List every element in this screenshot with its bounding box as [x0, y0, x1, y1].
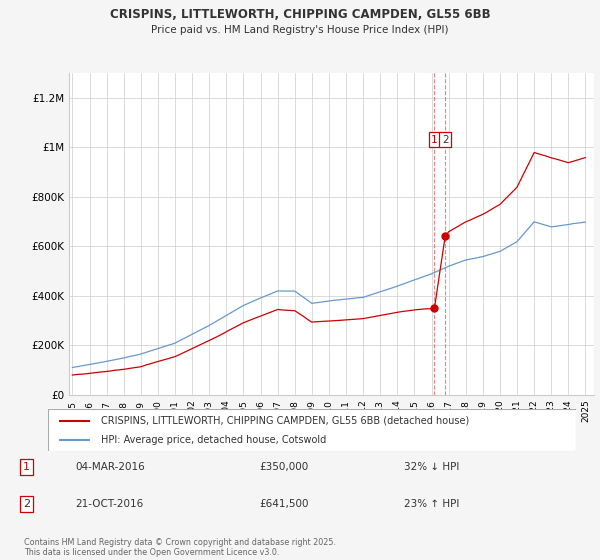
Text: 21-OCT-2016: 21-OCT-2016	[76, 499, 143, 509]
Text: 1: 1	[23, 462, 30, 472]
Text: 04-MAR-2016: 04-MAR-2016	[76, 462, 145, 472]
Text: CRISPINS, LITTLEWORTH, CHIPPING CAMPDEN, GL55 6BB (detached house): CRISPINS, LITTLEWORTH, CHIPPING CAMPDEN,…	[101, 416, 469, 426]
Text: 32% ↓ HPI: 32% ↓ HPI	[404, 462, 459, 472]
Text: Price paid vs. HM Land Registry's House Price Index (HPI): Price paid vs. HM Land Registry's House …	[151, 25, 449, 35]
Text: 1: 1	[431, 134, 438, 144]
Text: 2: 2	[23, 499, 30, 509]
Text: £350,000: £350,000	[260, 462, 309, 472]
Text: CRISPINS, LITTLEWORTH, CHIPPING CAMPDEN, GL55 6BB: CRISPINS, LITTLEWORTH, CHIPPING CAMPDEN,…	[110, 8, 490, 21]
Text: HPI: Average price, detached house, Cotswold: HPI: Average price, detached house, Cots…	[101, 435, 326, 445]
Text: £641,500: £641,500	[260, 499, 309, 509]
Text: Contains HM Land Registry data © Crown copyright and database right 2025.
This d: Contains HM Land Registry data © Crown c…	[24, 538, 336, 557]
Text: 23% ↑ HPI: 23% ↑ HPI	[404, 499, 459, 509]
Text: 2: 2	[442, 134, 449, 144]
